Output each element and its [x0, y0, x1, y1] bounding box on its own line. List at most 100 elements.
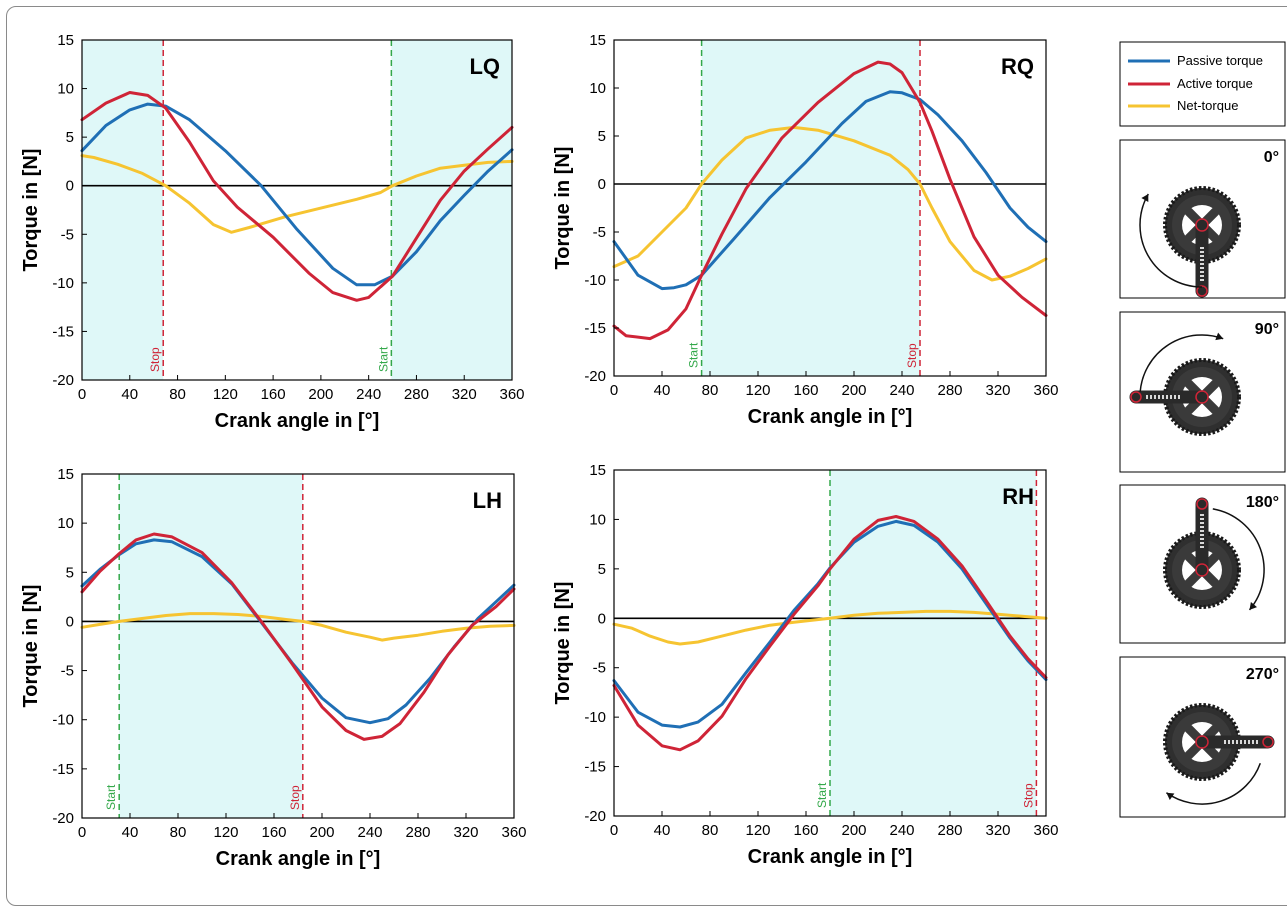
x-tick-label: 0 — [78, 386, 86, 403]
stop-marker-label: Stop — [1021, 783, 1035, 808]
rotation-arrow-icon — [1165, 762, 1262, 805]
bottom-bracket — [1195, 735, 1209, 749]
x-axis-label: Crank angle in [°] — [748, 846, 913, 868]
panel-label-rh: RH — [1002, 484, 1034, 509]
rotation-arrowhead — [1141, 194, 1149, 202]
y-tick-label: -20 — [52, 810, 74, 827]
pedal-spindle — [1130, 391, 1142, 403]
plot-frame — [81, 39, 513, 381]
start-marker-label: Start — [104, 784, 118, 810]
y-tick-label: -15 — [52, 761, 74, 778]
x-tick-label: 80 — [169, 386, 186, 403]
start-marker-label: Start — [376, 346, 390, 372]
series-line-passive — [80, 102, 514, 287]
y-tick-label: -15 — [52, 323, 74, 340]
rotation-arrowhead — [1215, 332, 1224, 341]
rotation-arrow-icon — [1139, 193, 1203, 288]
x-tick-label: 120 — [213, 824, 238, 841]
rotation-arrow-icon — [1139, 334, 1224, 392]
chart-lh: Start Stop 0 40 80 120 160 200 240 280 320 360 15 10 5… — [20, 466, 527, 870]
crank-angle-label: 180° — [1246, 494, 1279, 511]
rotation-arrowhead — [1166, 792, 1175, 800]
y-tick-label: 0 — [598, 610, 606, 627]
x-tick-label: 320 — [452, 386, 477, 403]
x-tick-label: 280 — [937, 822, 962, 839]
x-tick-label: 160 — [261, 824, 286, 841]
y-tick-label: -20 — [52, 372, 74, 389]
series-line-active — [612, 515, 1048, 752]
y-tick-label: -5 — [61, 663, 74, 680]
legend: Passive torque Active torque Net-torque — [1119, 41, 1286, 127]
y-tick-label: -20 — [584, 368, 606, 385]
y-tick-label: -15 — [584, 320, 606, 337]
chart-lq: Stop Start 0 40 80 120 160 200 240 280 320 360 15 10 5… — [20, 32, 525, 432]
panel-label-rq: RQ — [1001, 54, 1034, 79]
x-tick-label: 0 — [610, 382, 618, 399]
y-tick-label: -5 — [593, 224, 606, 241]
y-tick-label: 5 — [598, 561, 606, 578]
x-tick-label: 0 — [78, 824, 86, 841]
figure: Stop Start 0 40 80 120 160 200 240 280 320 360 15 10 5… — [20, 32, 1286, 870]
bottom-bracket — [1195, 218, 1209, 232]
chart-rh: Start Stop 0 40 80 120 160 200 240 280 320 360 15 10 5… — [552, 462, 1059, 868]
y-tick-label: 15 — [589, 32, 606, 49]
y-tick-label: 0 — [66, 613, 74, 630]
shaded-region — [119, 474, 303, 818]
x-tick-label: 360 — [499, 386, 524, 403]
x-tick-label: 280 — [937, 382, 962, 399]
x-tick-label: 320 — [453, 824, 478, 841]
x-tick-label: 360 — [1033, 382, 1058, 399]
x-tick-label: 280 — [405, 824, 430, 841]
x-tick-label: 120 — [745, 382, 770, 399]
crank-position-panels: 0° 90° 180° 270° — [1119, 139, 1286, 818]
y-axis-label: Torque in [N] — [20, 149, 42, 272]
crank-panel-0: 0° — [1119, 139, 1286, 299]
series-line-active — [80, 91, 514, 302]
y-tick-label: -5 — [61, 226, 74, 243]
y-tick-label: 0 — [598, 176, 606, 193]
plot-frame — [613, 469, 1047, 817]
chart-panels: Stop Start 0 40 80 120 160 200 240 280 320 360 15 10 5… — [20, 32, 1059, 870]
y-tick-label: -10 — [52, 712, 74, 729]
series-line-active — [612, 60, 1048, 341]
y-axis-label: Torque in [N] — [20, 585, 42, 708]
x-tick-label: 120 — [213, 386, 238, 403]
x-tick-label: 240 — [889, 382, 914, 399]
crank-panel-3: 270° — [1119, 656, 1286, 818]
x-tick-label: 240 — [357, 824, 382, 841]
chart-rq: Start Stop 0 40 80 120 160 200 240 280 320 360 15 10 5… — [552, 32, 1059, 428]
legend-label-net: Net-torque — [1177, 98, 1238, 113]
stop-marker-label: Stop — [288, 785, 302, 810]
crank-angle-label: 0° — [1264, 149, 1279, 166]
x-tick-label: 280 — [404, 386, 429, 403]
panel-label-lh: LH — [473, 488, 502, 513]
pedal-spindle — [1262, 736, 1274, 748]
x-tick-label: 360 — [501, 824, 526, 841]
plot-frame — [613, 39, 1047, 377]
x-tick-label: 240 — [889, 822, 914, 839]
series-line-passive — [612, 90, 1048, 291]
crank-panel-2: 180° — [1119, 484, 1286, 644]
shaded-region — [701, 40, 920, 376]
rotation-arrow-icon — [1212, 508, 1265, 611]
legend-label-active: Active torque — [1177, 76, 1253, 91]
y-tick-label: 15 — [57, 32, 74, 49]
series-line-net — [612, 125, 1048, 282]
x-tick-label: 160 — [793, 822, 818, 839]
y-tick-label: 10 — [57, 515, 74, 532]
y-tick-label: -5 — [593, 660, 606, 677]
x-tick-label: 40 — [654, 382, 671, 399]
y-tick-label: 10 — [589, 511, 606, 528]
x-tick-label: 40 — [121, 386, 138, 403]
crank-panel-1: 90° — [1119, 311, 1286, 473]
y-tick-label: -10 — [584, 709, 606, 726]
x-tick-label: 40 — [654, 822, 671, 839]
x-tick-label: 160 — [261, 386, 286, 403]
x-tick-label: 120 — [745, 822, 770, 839]
x-axis-label: Crank angle in [°] — [216, 848, 381, 870]
y-tick-label: -15 — [584, 759, 606, 776]
pedal-spindle — [1196, 498, 1208, 510]
pedal-spindle — [1196, 285, 1208, 297]
start-marker-label: Start — [687, 342, 701, 368]
y-tick-label: 15 — [57, 466, 74, 483]
